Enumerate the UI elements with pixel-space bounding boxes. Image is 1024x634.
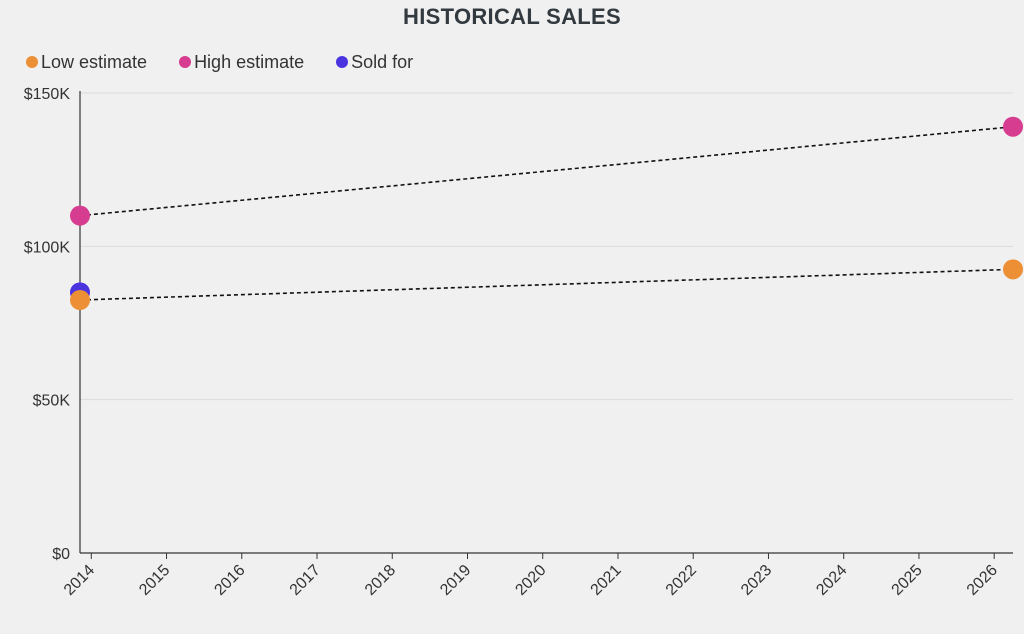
y-tick-label: $50K (33, 393, 71, 410)
data-point-low-estimate[interactable] (70, 290, 90, 310)
legend-dot-sold-for (336, 56, 349, 68)
x-tick-label: 2018 (362, 562, 399, 599)
legend-label-low-estimate: Low estimate (41, 51, 148, 72)
legend-dot-high-estimate (179, 56, 192, 68)
x-tick-label: 2022 (663, 562, 700, 599)
x-tick-label: 2016 (211, 562, 248, 599)
trendline-high-estimate (79, 125, 1014, 217)
legend-label-sold-for: Sold for (351, 51, 414, 72)
legend-item-high-estimate[interactable]: High estimate (179, 52, 304, 73)
x-tick-label: 2026 (964, 562, 1001, 599)
y-tick-label: $0 (52, 546, 70, 563)
x-tick-label: 2014 (61, 562, 98, 599)
x-tick-label: 2020 (512, 562, 549, 599)
data-point-high-estimate[interactable] (1003, 116, 1023, 137)
chart-title: HISTORICAL SALES (403, 4, 621, 29)
data-point-high-estimate[interactable] (70, 205, 90, 226)
y-tick-label: $150K (24, 86, 71, 103)
chart-legend: Low estimate High estimate Sold for (26, 50, 413, 74)
legend-dot-low-estimate (26, 56, 38, 68)
x-tick-label: 2019 (437, 562, 474, 599)
data-point-low-estimate[interactable] (1003, 259, 1023, 280)
legend-item-sold-for[interactable]: Sold for (336, 52, 413, 73)
x-tick-label: 2015 (136, 562, 173, 599)
x-tick-label: 2025 (889, 562, 926, 599)
x-tick-label: 2024 (813, 562, 850, 599)
x-tick-label: 2023 (738, 562, 775, 599)
trendline-low-estimate (79, 268, 1014, 301)
x-tick-label: 2021 (588, 562, 625, 599)
legend-item-low-estimate[interactable]: Low estimate (26, 52, 147, 73)
legend-label-high-estimate: High estimate (194, 51, 305, 72)
x-tick-label: 2017 (287, 562, 324, 599)
y-tick-label: $100K (24, 239, 71, 256)
